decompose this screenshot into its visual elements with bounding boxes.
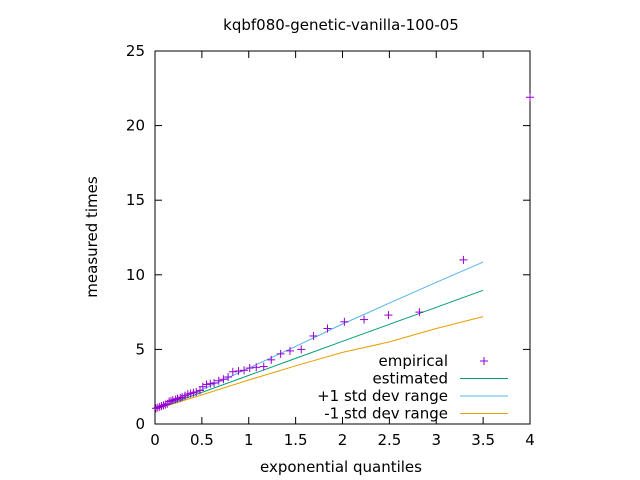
x-tick-label: 0: [150, 431, 160, 449]
data-point: [157, 402, 166, 411]
data-point: [234, 367, 243, 376]
x-tick-label: 2.5: [377, 431, 401, 449]
empirical-points: [151, 93, 534, 413]
data-point: [286, 346, 294, 355]
x-tick-label: 1: [244, 431, 254, 449]
legend-label: +1 std dev range: [317, 387, 448, 405]
data-point: [210, 378, 219, 387]
data-point: [153, 403, 162, 412]
y-tick-label: 10: [126, 266, 145, 284]
y-tick-label: 15: [126, 191, 145, 209]
series-line-3: [154, 316, 484, 410]
plot-frame: [154, 50, 531, 425]
data-point: [240, 366, 249, 375]
x-tick-label: 1.5: [284, 431, 308, 449]
x-axis-title: exponential quantiles: [260, 458, 422, 476]
data-point: [151, 404, 160, 413]
x-tick-label: 3: [431, 431, 441, 449]
series-lines: [154, 261, 484, 410]
data-point: [159, 401, 168, 410]
x-tick-label: 4: [525, 431, 535, 449]
data-point: [224, 373, 233, 382]
data-point: [267, 355, 276, 364]
data-point: [206, 379, 215, 388]
chart-title: kqbf080-genetic-vanilla-100-05: [223, 16, 459, 34]
data-point: [176, 393, 185, 402]
data-point: [276, 349, 285, 358]
legend-swatch: [480, 357, 488, 365]
data-point: [459, 255, 468, 264]
data-point: [252, 363, 261, 372]
data-point: [219, 375, 228, 384]
data-point: [297, 345, 306, 354]
x-tick-label: 3.5: [471, 431, 495, 449]
x-tick-label: 2: [338, 431, 348, 449]
y-tick-label: 0: [135, 415, 145, 433]
data-point: [259, 362, 268, 371]
data-point: [166, 396, 175, 405]
series-line-2: [154, 261, 484, 410]
data-point: [340, 317, 349, 326]
data-point: [360, 315, 369, 324]
x-tick-label: 0.5: [190, 431, 214, 449]
y-tick-label: 20: [126, 117, 145, 135]
legend-label: estimated: [372, 370, 448, 388]
y-tick-label: 5: [135, 340, 145, 358]
data-point: [202, 380, 211, 389]
data-point: [415, 308, 424, 317]
series-line-1: [154, 289, 484, 410]
data-point: [171, 395, 180, 404]
data-point: [192, 387, 201, 396]
data-point: [309, 331, 318, 340]
data-point: [323, 324, 332, 333]
data-point: [245, 364, 254, 373]
data-point: [165, 397, 174, 406]
axis-ticks: 0 0.5 1 1.5 2 2.5 3 3.5 4 0 5 10 15 20 25: [126, 42, 535, 449]
data-point: [214, 376, 223, 385]
y-axis-title: measured times: [83, 176, 101, 298]
data-point: [526, 93, 534, 102]
data-point: [384, 311, 393, 320]
data-point: [228, 367, 237, 376]
legend-label: -1 std dev range: [324, 405, 448, 423]
legend-label: empirical: [379, 352, 448, 370]
y-tick-label: 25: [126, 42, 145, 60]
data-point: [155, 402, 164, 411]
